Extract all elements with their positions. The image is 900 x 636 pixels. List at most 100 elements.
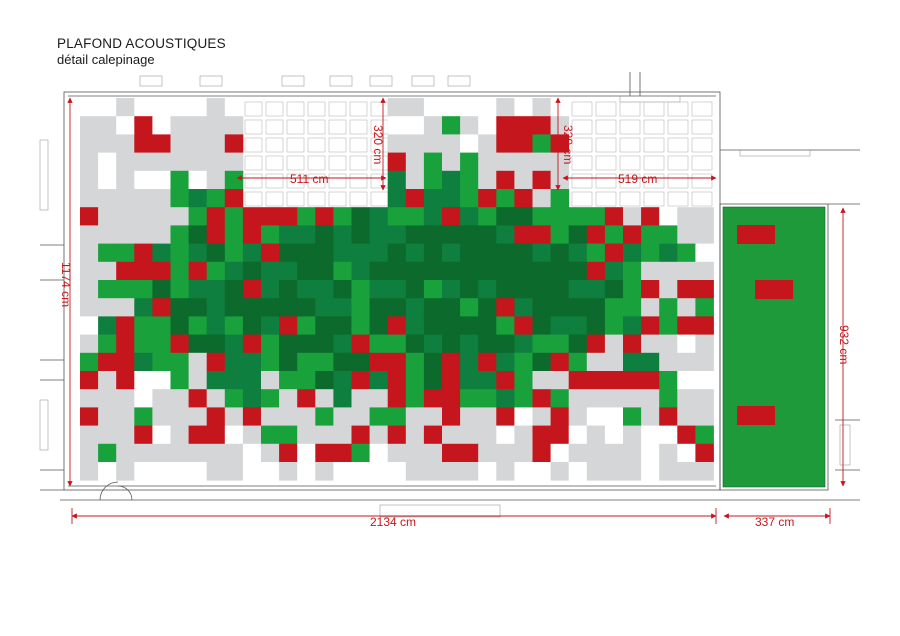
ceiling-tile <box>242 261 262 281</box>
ceiling-tile <box>261 225 280 244</box>
ceiling-tile <box>659 207 678 226</box>
ceiling-tile <box>80 261 99 281</box>
ceiling-tile <box>387 352 407 372</box>
ceiling-tile <box>641 334 660 354</box>
ceiling-tile <box>550 425 570 445</box>
ceiling-tile <box>80 443 99 463</box>
ceiling-tile <box>478 298 497 317</box>
ceiling-tile <box>604 425 624 445</box>
ceiling-tile <box>695 443 714 463</box>
ceiling-tile <box>442 225 461 244</box>
ceiling-tile <box>405 98 425 117</box>
ceiling-tile <box>261 298 280 317</box>
dim-side-length: 337 cm <box>755 515 794 529</box>
ceiling-tile <box>206 189 226 208</box>
ceiling-tile <box>116 280 135 299</box>
ceiling-tile <box>387 425 407 445</box>
ceiling-tile <box>460 352 479 372</box>
ceiling-tile <box>224 352 244 372</box>
ceiling-tile <box>315 225 334 244</box>
ceiling-tile <box>98 407 117 426</box>
ceiling-tile <box>460 98 479 117</box>
ceiling-tile <box>387 225 407 244</box>
ceiling-tile <box>478 316 497 335</box>
ceiling-tile <box>387 116 407 135</box>
ceiling-tile <box>297 243 316 263</box>
ceiling-tile <box>98 116 117 135</box>
ceiling-tile <box>478 334 497 354</box>
ceiling-tile <box>442 371 461 390</box>
ceiling-tile <box>623 243 642 263</box>
ceiling-tile <box>134 243 153 263</box>
ceiling-tile <box>333 407 352 426</box>
ceiling-tile <box>695 280 714 299</box>
ceiling-tile <box>279 280 298 299</box>
ceiling-tile <box>387 316 407 335</box>
ceiling-tile <box>641 298 660 317</box>
ceiling-tile <box>98 243 117 263</box>
ceiling-tile <box>623 316 642 335</box>
ceiling-tile <box>351 352 370 372</box>
ceiling-tile <box>604 371 624 390</box>
ceiling-tile <box>568 334 588 354</box>
ceiling-tile <box>514 189 533 208</box>
ceiling-tile <box>695 243 714 263</box>
ceiling-tile <box>134 116 153 135</box>
ceiling-tile <box>134 407 153 426</box>
ceiling-tile <box>206 152 226 172</box>
ceiling-tile <box>170 298 189 317</box>
ceiling-tile <box>206 371 226 390</box>
ceiling-tile <box>242 225 262 244</box>
ceiling-tile <box>514 116 533 135</box>
ceiling-tile <box>550 443 570 463</box>
ceiling-tile <box>98 152 117 172</box>
ceiling-tile <box>188 134 208 153</box>
ceiling-tile <box>224 316 244 335</box>
ceiling-tile <box>351 225 370 244</box>
ceiling-tile <box>586 261 606 281</box>
ceiling-tile <box>297 389 316 408</box>
ceiling-tile <box>677 462 696 481</box>
ceiling-tile <box>224 98 244 117</box>
ceiling-tile <box>442 316 461 335</box>
ceiling-tile <box>80 189 99 208</box>
ceiling-tile <box>261 371 280 390</box>
ceiling-tile <box>478 280 497 299</box>
ceiling-tile <box>496 298 515 317</box>
ceiling-tile <box>586 352 606 372</box>
ceiling-tile <box>98 462 117 481</box>
ceiling-tile <box>351 261 370 281</box>
ceiling-tile <box>532 425 551 445</box>
ceiling-tile <box>279 443 298 463</box>
ceiling-tile <box>532 116 551 135</box>
ceiling-tile <box>641 316 660 335</box>
ceiling-tile <box>550 225 570 244</box>
ceiling-tile <box>351 389 370 408</box>
ceiling-tile <box>188 407 208 426</box>
ceiling-tile <box>170 207 189 226</box>
ceiling-tile <box>550 243 570 263</box>
ceiling-tile <box>423 280 443 299</box>
ceiling-tile <box>568 352 588 372</box>
ceiling-tile <box>568 298 588 317</box>
ceiling-tile <box>80 407 99 426</box>
ceiling-tile <box>478 425 497 445</box>
ceiling-tile <box>423 316 443 335</box>
ceiling-tile <box>550 407 570 426</box>
ceiling-tile <box>315 425 334 445</box>
ceiling-tile <box>242 443 262 463</box>
ceiling-tile <box>586 462 606 481</box>
ceiling-tile <box>604 352 624 372</box>
ceiling-tile <box>387 134 407 153</box>
ceiling-tile <box>442 189 461 208</box>
ceiling-tile <box>550 334 570 354</box>
ceiling-tile <box>351 462 370 481</box>
ceiling-tile <box>641 443 660 463</box>
ceiling-tile <box>496 371 515 390</box>
dim-right-height: 932 cm <box>837 325 851 364</box>
ceiling-tile <box>261 407 280 426</box>
ceiling-tile <box>514 152 533 172</box>
ceiling-tile <box>116 152 135 172</box>
ceiling-tile <box>134 371 153 390</box>
ceiling-tile <box>387 298 407 317</box>
